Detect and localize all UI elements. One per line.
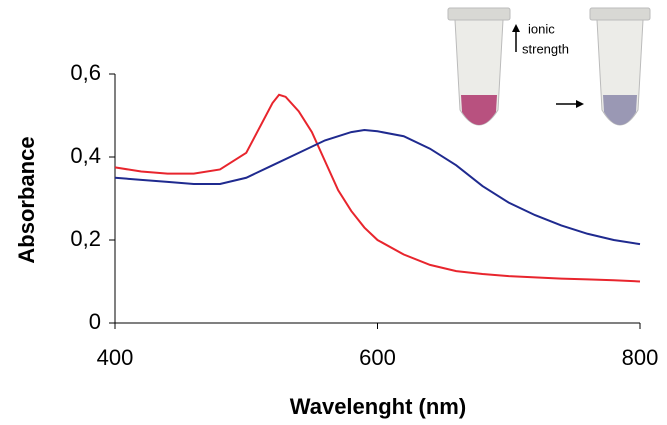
x-tick-label: 800 (622, 345, 659, 370)
annotation: strength (522, 41, 569, 56)
x-tick-label: 600 (359, 345, 396, 370)
line (114, 93, 641, 283)
x-tick-label: 400 (97, 345, 134, 370)
tube-right (589, 7, 651, 126)
y-axis-title: Absorbance (14, 136, 39, 263)
x-axis-title: Wavelenght (nm) (290, 394, 466, 419)
y-tick-label: 0,2 (70, 226, 101, 251)
y-tick-label: 0,6 (70, 60, 101, 85)
arrow-up (512, 24, 520, 52)
y-tick-label: 0 (89, 309, 101, 334)
annotation: ionic (528, 21, 555, 36)
line (114, 129, 641, 246)
y-tick-label: 0,4 (70, 143, 101, 168)
arrow-right (556, 100, 584, 108)
tube-left (447, 7, 511, 126)
